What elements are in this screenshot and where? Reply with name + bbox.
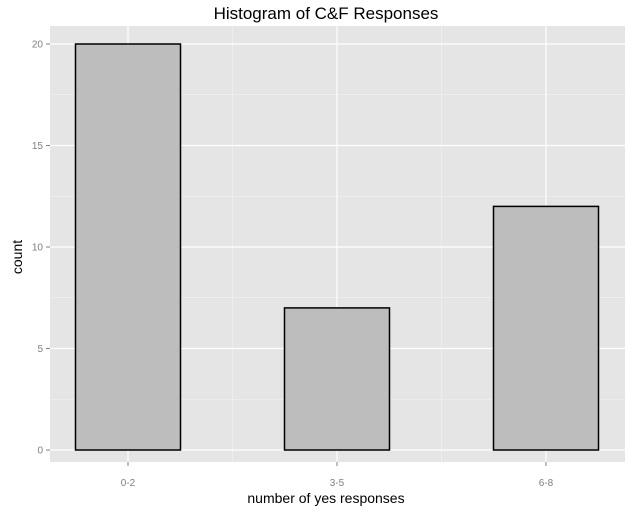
bar-3-5 bbox=[283, 307, 391, 451]
y-tick-label: 0 bbox=[37, 446, 43, 457]
y-axis: 0 5 10 15 20 bbox=[32, 40, 50, 457]
bars bbox=[74, 43, 600, 451]
x-tick-label: 0-2 bbox=[121, 478, 136, 489]
y-tick-label: 15 bbox=[32, 141, 44, 152]
bar-6-8 bbox=[492, 205, 600, 451]
x-axis: 0-2 3-5 6-8 bbox=[121, 462, 554, 489]
y-tick-label: 10 bbox=[32, 243, 44, 254]
x-axis-title: number of yes responses bbox=[247, 490, 404, 506]
x-tick-label: 3-5 bbox=[330, 478, 345, 489]
chart-title: Histogram of C&F Responses bbox=[214, 4, 439, 23]
y-tick-label: 20 bbox=[32, 40, 44, 51]
bar-0-2 bbox=[74, 43, 182, 451]
y-axis-title: count bbox=[9, 240, 25, 274]
x-tick-label: 6-8 bbox=[539, 478, 554, 489]
y-tick-label: 5 bbox=[37, 344, 43, 355]
